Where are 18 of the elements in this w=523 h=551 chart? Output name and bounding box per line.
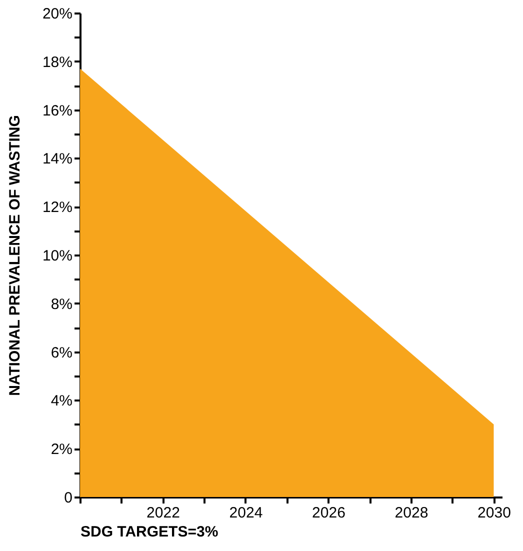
- y-axis-title: NATIONAL PREVALENCE OF WASTING: [6, 115, 24, 396]
- x-tick-label: 2022: [146, 504, 180, 522]
- y-tick-label: 18%: [42, 54, 72, 71]
- y-tick-label: 14%: [42, 150, 72, 168]
- y-tick-label: 0: [64, 490, 72, 506]
- x-tick-label: 2024: [229, 504, 263, 522]
- y-tick-label: 20%: [42, 6, 72, 22]
- x-tick-label: 2030: [478, 504, 511, 522]
- x-axis-title: SDG TARGETS=3%: [80, 524, 218, 540]
- y-tick-label: 10%: [42, 248, 72, 264]
- y-tick-label: 6%: [50, 344, 72, 362]
- y-tick-label: 12%: [42, 199, 72, 216]
- y-tick-label: 16%: [42, 102, 72, 120]
- y-tick-label: 4%: [50, 392, 72, 410]
- y-tick-label: 2%: [50, 441, 72, 458]
- x-tick-label: 2026: [312, 504, 346, 522]
- y-tick-label: 8%: [50, 296, 72, 313]
- x-tick-label: 2028: [394, 504, 428, 522]
